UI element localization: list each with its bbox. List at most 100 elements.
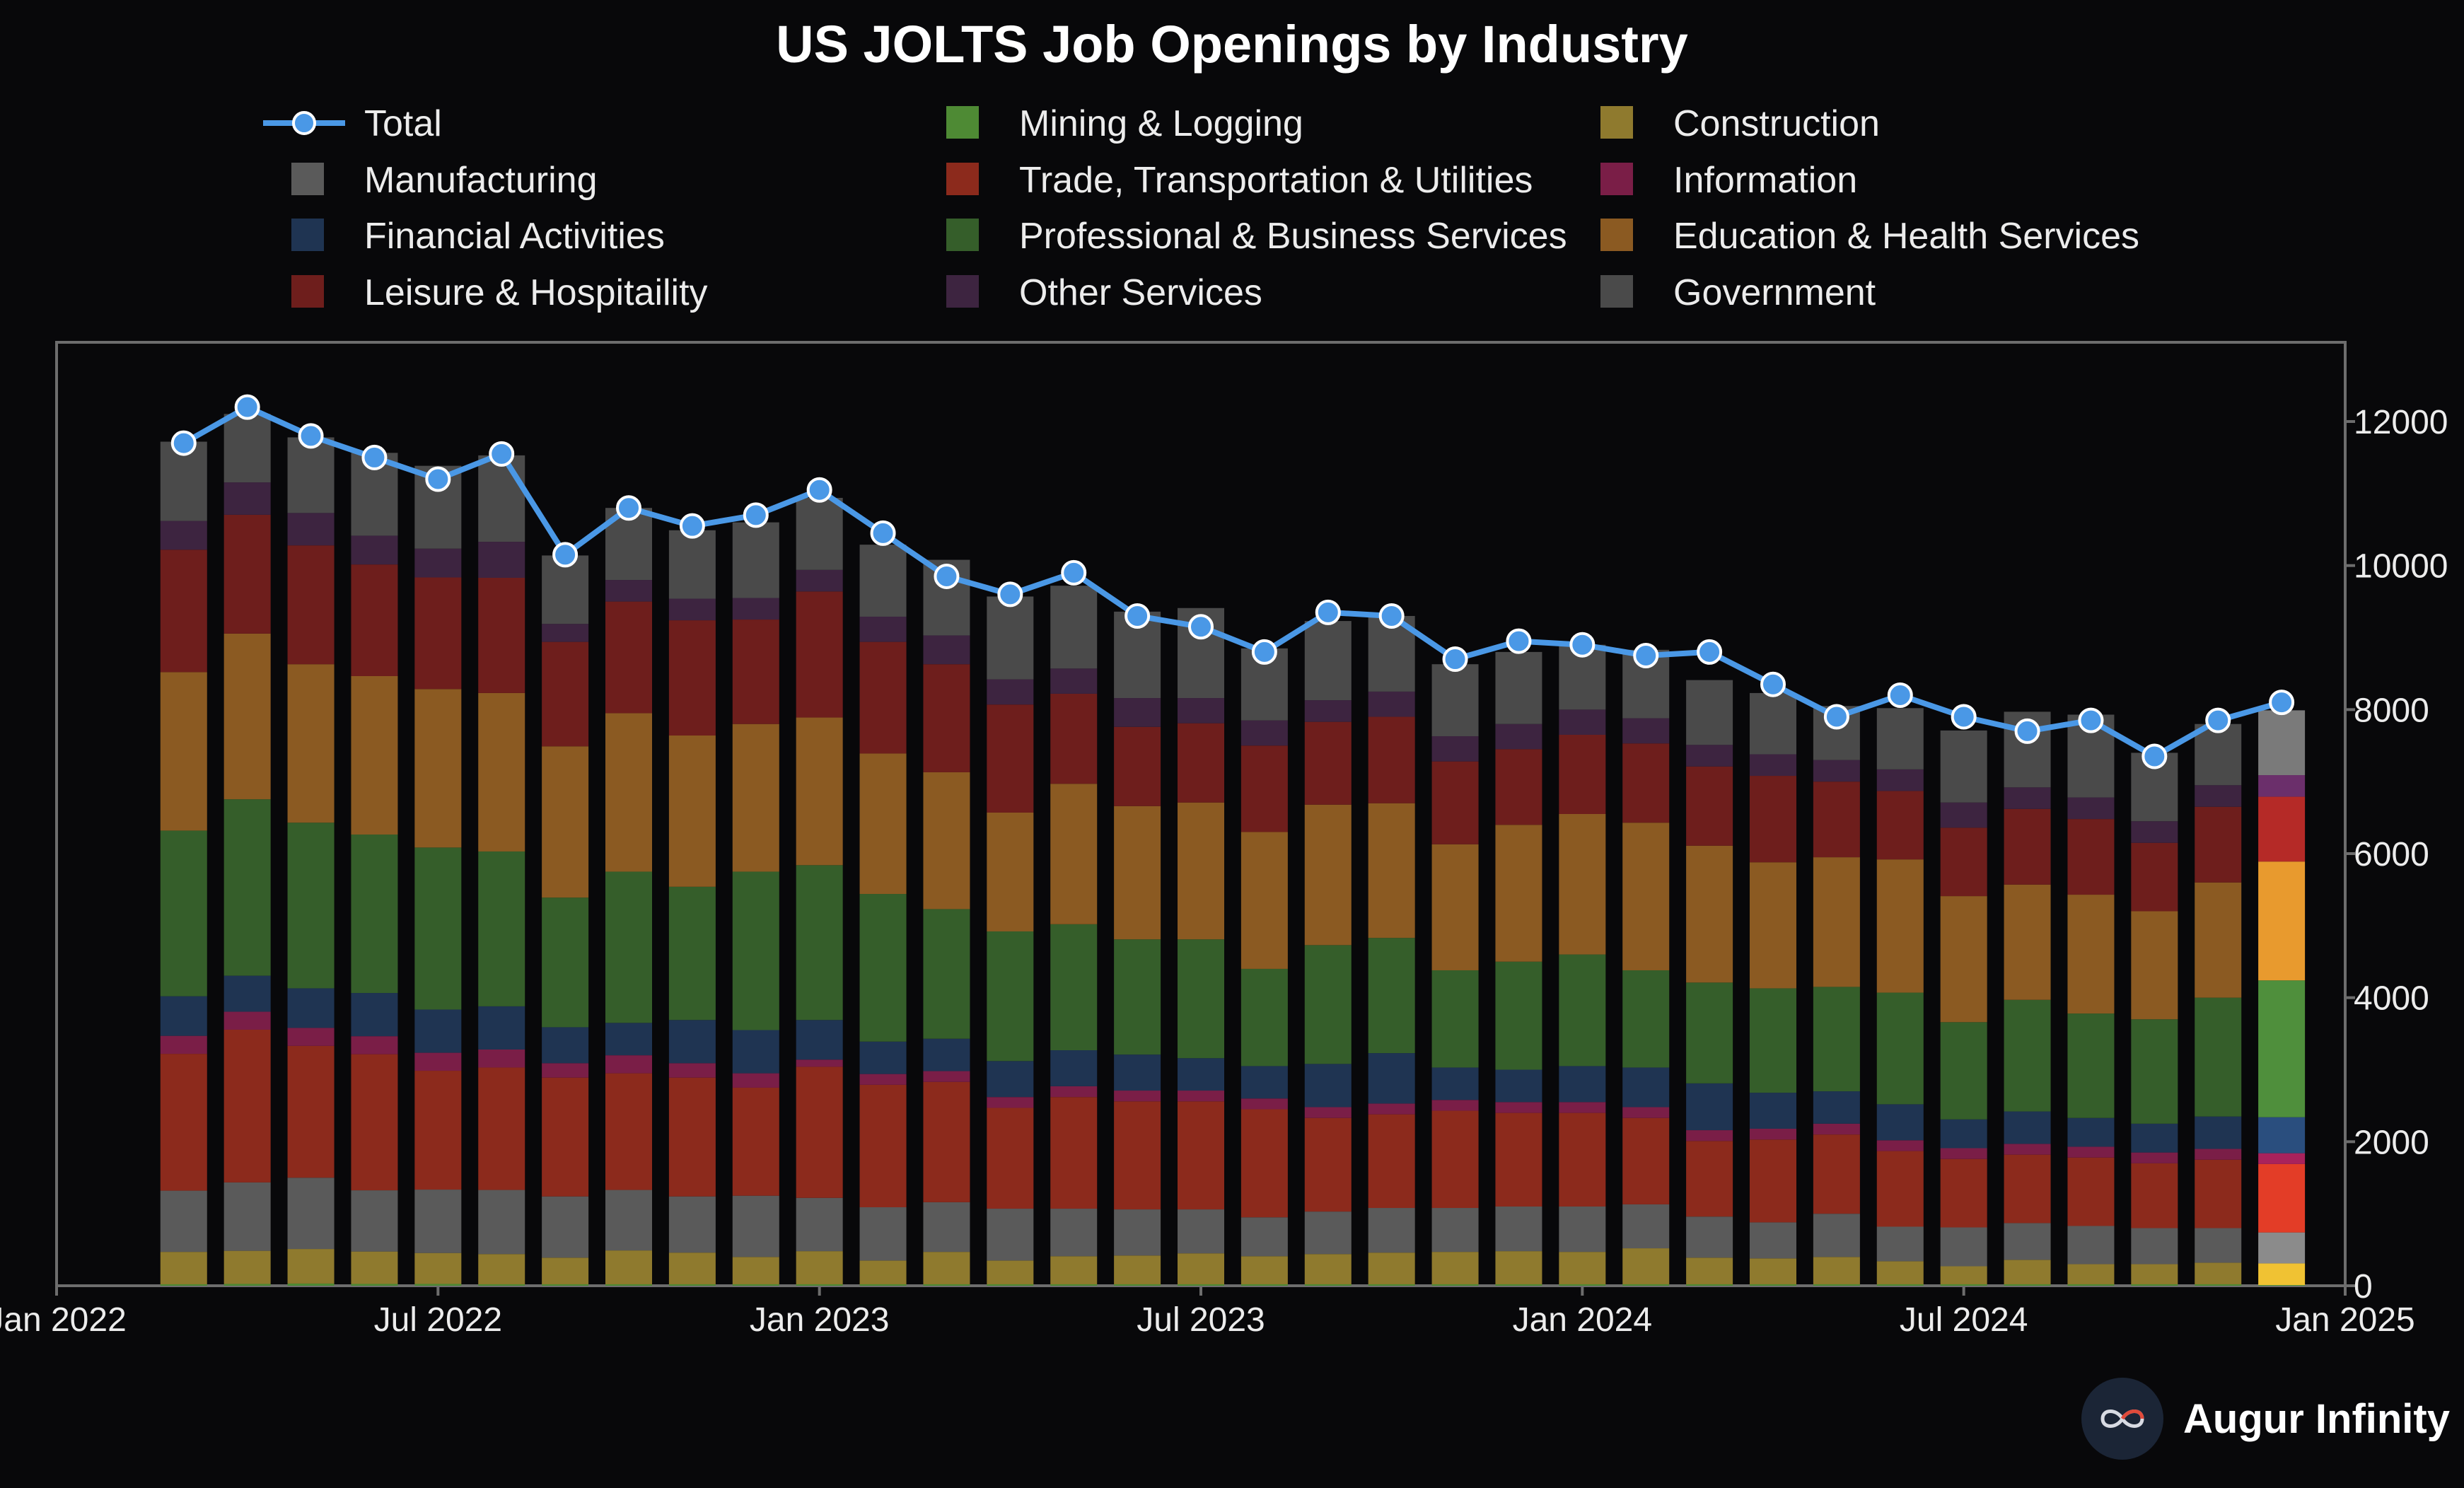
legend-label: Leisure & Hospitaility	[364, 272, 708, 313]
bar-segment	[1495, 723, 1542, 750]
bar-segment	[1050, 784, 1098, 924]
bar-segment	[223, 975, 271, 1012]
legend-swatch	[946, 106, 979, 139]
bar-segment	[223, 1182, 271, 1251]
bar-segment	[287, 1283, 335, 1286]
bar-segment	[1750, 692, 1796, 755]
bar-segment	[414, 1190, 462, 1253]
legend-label: Manufacturing	[364, 160, 598, 201]
bar-segment	[2067, 1284, 2115, 1286]
bar-segment	[1431, 1252, 1479, 1284]
bar-segment	[796, 1020, 843, 1060]
bar-segment	[478, 1006, 525, 1050]
bar-segment	[1622, 1284, 1670, 1286]
bar-segment	[1559, 1206, 1606, 1252]
legend-swatch	[291, 219, 324, 251]
bar-segment	[287, 545, 335, 665]
total-point	[1823, 704, 1849, 730]
bar-segment	[414, 1284, 462, 1286]
bar-segment	[1240, 968, 1288, 1066]
bar-stack	[2004, 711, 2051, 1286]
total-point	[1251, 639, 1277, 665]
bar-segment	[2258, 1232, 2306, 1264]
x-tick-label: Jul 2023	[1137, 1301, 1265, 1339]
bar-stack	[1050, 586, 1098, 1286]
bar-segment	[2258, 1263, 2306, 1285]
bar-segment	[2258, 1284, 2306, 1286]
bar-stack	[859, 545, 907, 1286]
bar-segment	[478, 542, 525, 578]
total-point	[1506, 628, 1532, 654]
legend-swatch	[291, 163, 324, 195]
bar-stack	[923, 559, 970, 1286]
bar-segment	[732, 1073, 779, 1088]
bar-segment	[1240, 720, 1288, 746]
bar-segment	[668, 1196, 716, 1253]
bar-segment	[859, 1207, 907, 1261]
y-tick-label: 6000	[2354, 836, 2429, 873]
bar-segment	[1940, 802, 1987, 828]
bar-segment	[414, 1052, 462, 1071]
x-tick-label: Jan 2022	[0, 1301, 127, 1339]
bar-segment	[1050, 1209, 1098, 1257]
bar-segment	[1750, 1093, 1796, 1129]
bar-segment	[987, 679, 1034, 705]
bar-segment	[414, 847, 462, 1010]
bar-segment	[1114, 1209, 1161, 1256]
bar-stack	[1559, 644, 1606, 1286]
bar-stack	[2195, 723, 2242, 1286]
legend-swatch-marker	[292, 111, 316, 135]
bar-segment	[2067, 797, 2115, 820]
legend-swatch	[1600, 219, 1633, 251]
bar-segment	[1750, 1139, 1796, 1223]
bar-segment	[1940, 730, 1987, 803]
bar-segment	[1304, 1117, 1352, 1212]
bar-segment	[1686, 1284, 1733, 1286]
bar-segment	[542, 897, 589, 1028]
total-point	[870, 520, 896, 546]
bar-segment	[2195, 997, 2242, 1117]
total-point	[806, 477, 832, 503]
y-tick-label: 4000	[2354, 980, 2429, 1018]
bar-segment	[160, 1035, 207, 1054]
bar-segment	[2067, 819, 2115, 895]
bar-segment	[478, 1284, 525, 1286]
bar-segment	[287, 1028, 335, 1046]
bar-segment	[1813, 1214, 1860, 1257]
bar-segment	[923, 772, 970, 909]
bar-segment	[2195, 1116, 2242, 1149]
total-point	[425, 466, 451, 492]
bar-segment	[1813, 1134, 1860, 1214]
bar-segment	[2195, 723, 2242, 786]
bar-segment	[542, 1284, 589, 1286]
bar-segment	[1240, 1256, 1288, 1284]
bar-segment	[668, 1077, 716, 1197]
bar-segment	[2195, 1159, 2242, 1228]
bar-segment	[1813, 781, 1860, 858]
total-point	[552, 542, 579, 568]
bar-segment	[1431, 844, 1479, 970]
bar-segment	[923, 635, 970, 665]
bar-segment	[1495, 1069, 1542, 1103]
bar-segment	[1686, 745, 1733, 767]
bar-stack	[1686, 680, 1733, 1286]
bar-segment	[987, 1284, 1034, 1286]
bar-segment	[923, 1081, 970, 1202]
bar-segment	[2258, 796, 2306, 862]
bar-segment	[2258, 775, 2306, 797]
bar-stack	[987, 596, 1034, 1286]
bar-segment	[1686, 766, 1733, 846]
bar-segment	[859, 545, 907, 617]
bar-segment	[1876, 859, 1924, 993]
bar-segment	[732, 1284, 779, 1286]
bar-segment	[1940, 1284, 1987, 1286]
total-point	[1315, 599, 1341, 625]
bar-segment	[1304, 1284, 1352, 1286]
bar-segment	[1240, 832, 1288, 969]
bar-segment	[2067, 1226, 2115, 1265]
total-point	[361, 444, 388, 470]
bar-segment	[351, 835, 398, 994]
bar-segment	[223, 482, 271, 515]
bar-segment	[1813, 987, 1860, 1092]
bar-segment	[1876, 769, 1924, 791]
